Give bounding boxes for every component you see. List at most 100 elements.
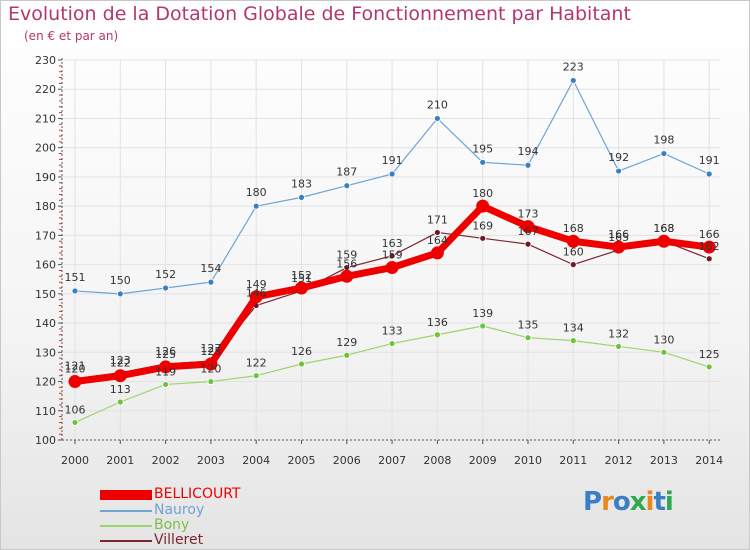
y-tick-label: 120 [35,376,56,389]
data-point-bellicourt [521,220,535,234]
data-label-nauroy: 180 [246,186,267,199]
y-tick-label: 220 [35,83,56,96]
data-point-villeret [433,229,441,236]
data-label-villeret: 162 [699,240,720,253]
data-label-villeret: 127 [200,342,221,355]
data-point-nauroy [162,284,170,292]
data-point-bony [71,419,79,426]
data-point-nauroy [71,287,79,295]
data-point-bellicourt [566,234,580,248]
data-label-bellicourt: 164 [427,234,448,247]
data-point-villeret [388,252,396,260]
legend-swatch-villeret [100,540,152,542]
data-label-bellicourt: 168 [653,222,674,235]
data-point-bony [116,398,124,406]
data-point-nauroy [479,158,487,166]
data-point-bellicourt [340,269,354,283]
data-label-bony: 136 [427,316,448,329]
data-label-nauroy: 223 [563,60,584,73]
data-label-bony: 122 [246,357,267,370]
data-label-nauroy: 187 [336,166,357,179]
y-tick-label: 100 [35,434,56,447]
y-tick-label: 160 [35,259,56,272]
data-label-villeret: 121 [65,360,86,373]
logo-letter: P [583,487,602,517]
data-label-villeret: 169 [472,219,493,232]
data-point-bellicourt [430,246,444,260]
data-label-nauroy: 198 [653,134,674,147]
data-label-nauroy: 191 [699,154,720,167]
data-label-bellicourt: 159 [382,249,403,262]
data-label-bony: 139 [472,307,493,320]
data-point-villeret [524,240,532,248]
legend-label-bellicourt: BELLICOURT [154,486,241,502]
data-point-nauroy [116,290,124,298]
legend-label-villeret: Villeret [154,532,204,548]
x-tick-label: 2002 [152,454,180,467]
x-tick-label: 2001 [106,454,134,467]
data-point-nauroy [524,161,532,169]
data-point-villeret [705,255,713,263]
y-tick-label: 170 [35,229,56,242]
y-tick-label: 130 [35,346,56,359]
data-point-nauroy [388,170,396,178]
data-label-villeret: 168 [653,222,674,235]
data-point-bony [207,378,215,385]
data-label-bony: 106 [65,403,86,416]
data-point-bony [569,337,577,345]
data-point-nauroy [298,193,305,201]
data-point-bony [252,372,260,380]
x-tick-label: 2004 [242,454,270,467]
data-label-villeret: 123 [110,354,131,367]
data-point-bony [615,343,622,350]
data-point-bellicourt [159,360,173,374]
data-point-bony [660,348,668,356]
chart-subtitle: (en € et par an) [24,29,119,43]
data-label-nauroy: 150 [110,274,131,287]
data-label-bellicourt: 156 [336,257,357,270]
legend-swatch-nauroy [100,510,152,512]
data-label-villeret: 160 [563,246,584,259]
data-label-bony: 134 [563,322,584,335]
legend-label-bony: Bony [154,517,190,533]
data-label-nauroy: 210 [427,98,448,111]
proxiti-logo[interactable]: Proxiti [583,487,674,517]
data-point-bellicourt [385,261,399,275]
legend-swatch-bony [100,525,152,527]
data-label-bony: 119 [155,365,176,378]
logo-letter: x [629,487,647,517]
logo-letter: r [601,487,614,517]
x-tick-label: 2013 [650,454,678,467]
data-label-nauroy: 183 [291,177,312,190]
data-point-bellicourt [702,240,716,254]
data-label-bony: 132 [608,327,629,340]
x-tick-label: 2007 [378,454,406,467]
data-label-villeret: 165 [608,231,629,244]
x-tick-label: 2012 [605,454,633,467]
logo-letter: i [645,487,655,517]
data-point-bellicourt [476,199,490,213]
y-tick-label: 210 [35,112,56,125]
y-tick-label: 140 [35,317,56,330]
data-point-villeret [569,261,577,269]
data-label-nauroy: 152 [155,268,176,281]
x-tick-label: 2009 [469,454,497,467]
data-label-bony: 113 [110,383,131,396]
y-tick-label: 200 [35,142,56,155]
data-label-villeret: 163 [382,237,403,250]
data-label-bellicourt: 180 [472,187,493,200]
chart-title: Evolution de la Dotation Globale de Fonc… [8,3,631,25]
data-label-bony: 135 [518,319,539,332]
data-label-bellicourt: 173 [518,208,539,221]
data-point-bellicourt [295,281,308,295]
data-label-nauroy: 191 [382,154,403,167]
data-point-nauroy [705,170,713,178]
data-label-nauroy: 195 [472,142,493,155]
data-point-nauroy [343,182,351,190]
data-point-bony [298,360,305,368]
data-point-bony [433,331,441,339]
y-tick-label: 180 [35,200,56,213]
data-point-nauroy [252,202,260,210]
x-tick-label: 2005 [288,454,316,467]
